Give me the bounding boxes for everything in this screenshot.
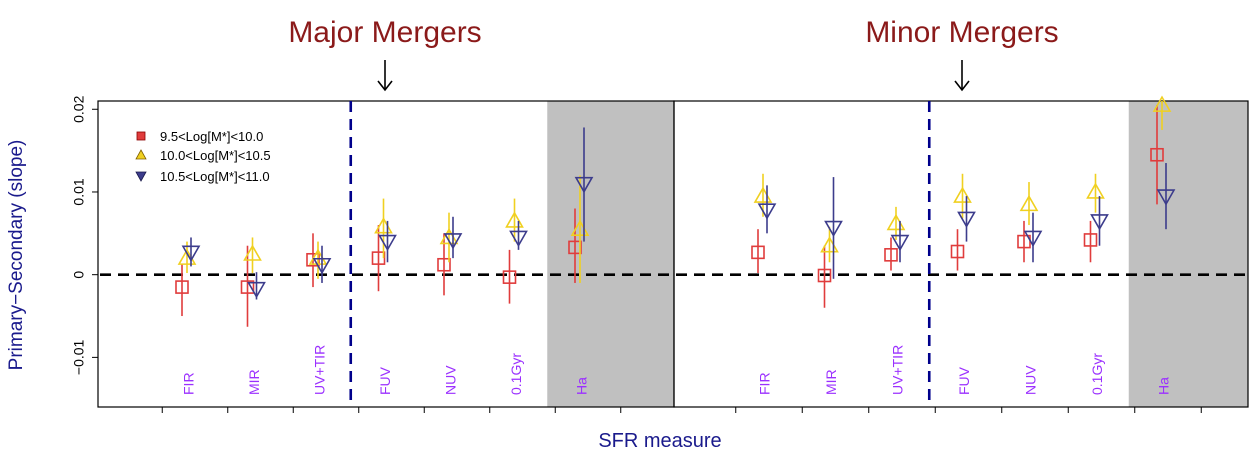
data-point [1090, 214, 1109, 231]
category-label: 0.1Gyr [508, 353, 524, 395]
panel-frame [673, 100, 1249, 408]
data-point [505, 211, 524, 228]
legend-label-mid-mass: 10.0<Log[M*]<10.5 [160, 148, 271, 163]
category-label: MIR [823, 369, 839, 395]
x-axis-label: SFR measure [598, 430, 721, 452]
data-point [243, 244, 262, 261]
legend-marker-square [136, 131, 146, 141]
data-point [306, 252, 320, 267]
data-point [824, 220, 843, 238]
data-point [1152, 95, 1172, 112]
data-point [247, 281, 266, 299]
data-point [240, 280, 255, 294]
data-point [437, 257, 451, 272]
data-point [1023, 230, 1043, 248]
data-point [950, 244, 965, 259]
data-point [371, 251, 386, 265]
data-point [568, 240, 582, 255]
data-point [509, 230, 528, 248]
data-point [1019, 194, 1039, 212]
category-label: FIR [181, 372, 197, 395]
series-triangle-up [177, 175, 590, 283]
data-point [1083, 233, 1098, 247]
category-label: 0.1Gyr [1089, 353, 1105, 395]
y-tick-label: 0.01 [71, 178, 87, 205]
data-point [181, 245, 201, 262]
legend-label-high-mass: 10.5<Log[M*]<11.0 [160, 169, 270, 184]
data-point [378, 234, 397, 252]
category-label: NUV [443, 365, 459, 395]
minor-mergers-title: Minor Mergers [865, 16, 1058, 49]
category-label: MIR [246, 369, 262, 395]
series-triangle-down [757, 163, 1176, 279]
minor-arrow-icon [954, 60, 970, 92]
legend-label-low-mass: 9.5<Log[M*]<10.0 [160, 129, 263, 144]
data-point [751, 245, 765, 260]
data-point [884, 248, 898, 262]
data-point [953, 186, 972, 203]
major-arrow-icon [377, 60, 393, 92]
data-point [312, 257, 332, 275]
data-point [890, 234, 910, 252]
data-point [1156, 189, 1176, 206]
category-label: FIR [757, 372, 773, 395]
major-mergers-title: Major Mergers [288, 16, 481, 49]
y-tick-label: 0.02 [71, 95, 87, 122]
data-point [1150, 147, 1164, 162]
data-point [1086, 182, 1105, 199]
data-point [175, 280, 189, 294]
y-tick-label: −0.01 [71, 339, 87, 375]
category-label: FUV [956, 366, 972, 395]
data-point [574, 176, 594, 194]
series-square [751, 105, 1164, 308]
legend-marker-triangle-down [135, 171, 147, 182]
y-tick-label: 0 [71, 271, 87, 279]
category-label: FUV [377, 366, 393, 395]
data-point [817, 268, 832, 283]
series-triangle-up [753, 95, 1172, 263]
data-point [443, 233, 463, 250]
series-triangle-down [181, 127, 594, 300]
shaded-region [547, 101, 674, 407]
category-label: NUV [1023, 365, 1039, 395]
y-axis-label: Primary−Secondary (slope) [6, 140, 27, 371]
minor-mergers-panel: FIR MIR UV+TIR FUV NUV 0.1Gyr Ha [673, 95, 1249, 413]
legend: 9.5<Log[M*]<10.0 10.0<Log[M*]<10.5 10.5<… [135, 129, 271, 184]
category-label: Ha [1156, 377, 1172, 395]
category-label: Ha [574, 377, 590, 395]
shaded-region [1128, 101, 1248, 407]
y-axis: −0.01 0 0.01 0.02 [71, 95, 99, 403]
data-point [502, 270, 517, 284]
data-point [957, 211, 976, 229]
category-label: UV+TIR [890, 345, 906, 395]
category-label: UV+TIR [312, 345, 328, 395]
legend-marker-triangle-up [135, 149, 147, 160]
data-point [757, 203, 777, 220]
series-square [175, 208, 582, 327]
major-mergers-panel: FIR MIR UV+TIR FUV NUV 0.1Gyr Ha [97, 100, 675, 413]
